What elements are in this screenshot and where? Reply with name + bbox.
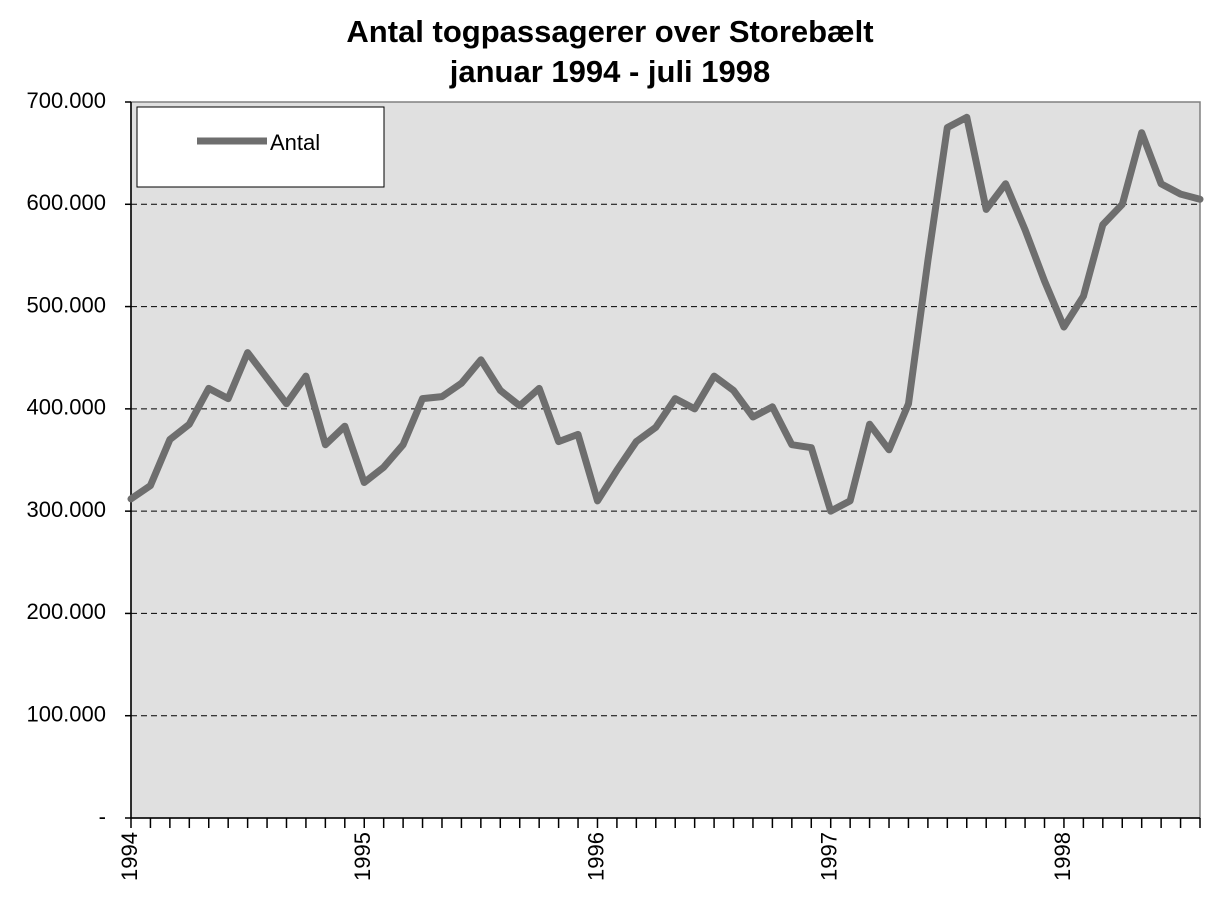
y-tick-label: 200.000 bbox=[26, 599, 106, 624]
chart-subtitle: januar 1994 - juli 1998 bbox=[449, 54, 771, 89]
x-tick-label: 1995 bbox=[350, 832, 375, 881]
x-tick-label: 1997 bbox=[817, 832, 842, 881]
y-tick-label: 600.000 bbox=[26, 190, 106, 215]
y-tick-label: 700.000 bbox=[26, 88, 106, 113]
x-tick-label: 1994 bbox=[117, 832, 142, 881]
x-tick-label: 1998 bbox=[1050, 832, 1075, 881]
legend-box bbox=[136, 106, 385, 188]
chart-title: Antal togpassagerer over Storebælt bbox=[346, 14, 873, 49]
plot-area bbox=[130, 101, 1201, 819]
x-tick-label: 1996 bbox=[583, 832, 608, 881]
y-tick-label: 100.000 bbox=[26, 702, 106, 727]
y-tick-label: 500.000 bbox=[26, 292, 106, 317]
y-tick-label: 400.000 bbox=[26, 395, 106, 420]
data-line bbox=[127, 113, 1204, 515]
legend-label: Antal bbox=[270, 130, 320, 155]
y-tick-label: - bbox=[99, 804, 106, 829]
legend: Antal bbox=[136, 106, 385, 188]
y-tick-label: 300.000 bbox=[26, 497, 106, 522]
